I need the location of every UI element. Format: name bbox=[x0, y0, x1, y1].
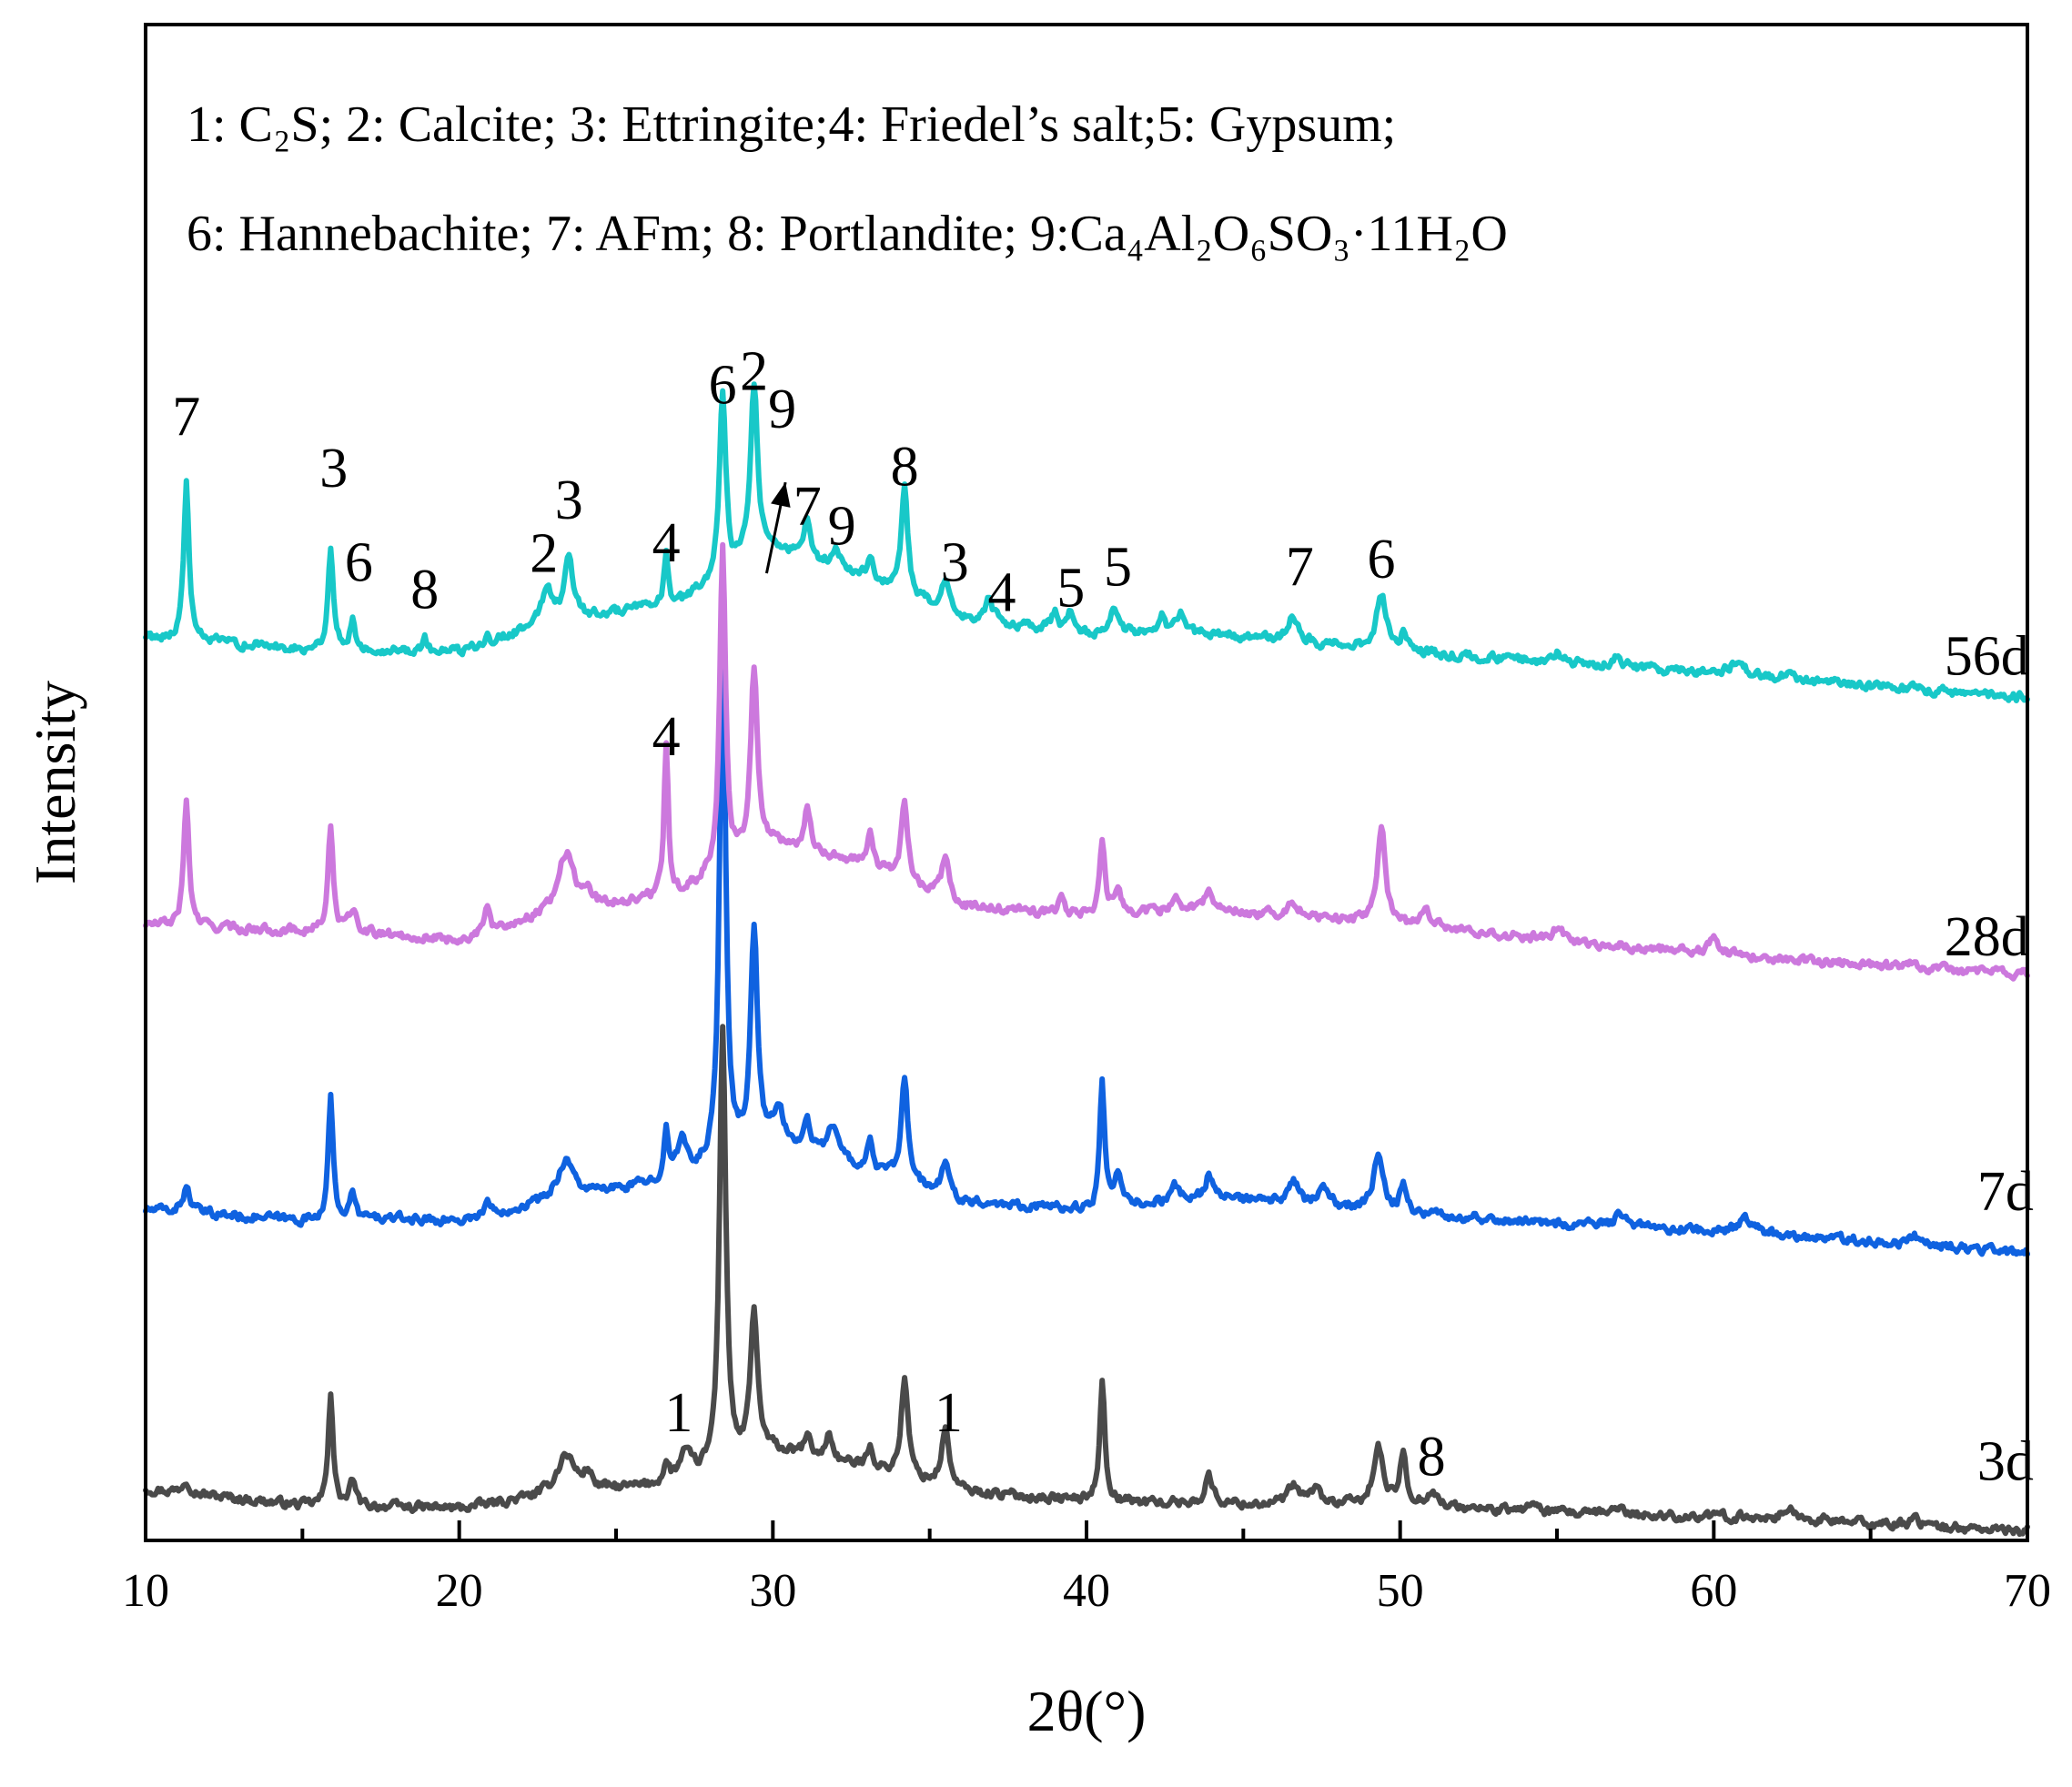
peak-label-6: 6 bbox=[345, 531, 373, 593]
x-tick-label-30: 30 bbox=[749, 1565, 796, 1617]
peak-label-22: 6 bbox=[1367, 529, 1395, 591]
peak-label-12: 2 bbox=[740, 341, 768, 403]
peak-label-5: 3 bbox=[319, 438, 348, 500]
peak-label-13: 9 bbox=[768, 379, 796, 440]
peak-label-11: 6 bbox=[709, 355, 737, 417]
peak-label-8: 2 bbox=[530, 522, 558, 584]
peak-label-3: 4 bbox=[652, 706, 681, 768]
peak-label-15: 9 bbox=[828, 495, 856, 557]
x-tick-label-50: 50 bbox=[1377, 1565, 1424, 1617]
arrow-head bbox=[771, 482, 791, 508]
series-line-3d bbox=[143, 1024, 2030, 1538]
peak-label-19: 5 bbox=[1056, 558, 1085, 620]
peak-label-21: 7 bbox=[1286, 536, 1314, 598]
series-line-7d bbox=[143, 611, 2030, 1257]
x-tick-label-70: 70 bbox=[2004, 1565, 2051, 1617]
peak-label-9: 3 bbox=[555, 469, 583, 531]
series-label-7d: 7d bbox=[1977, 1161, 2034, 1223]
x-axis-ticks: 10 20 30 40 50 60 70 bbox=[122, 1520, 2051, 1617]
peak-label-4: 7 bbox=[172, 386, 200, 448]
peak-label-18: 4 bbox=[987, 562, 1016, 624]
peak-label-2: 8 bbox=[1418, 1426, 1446, 1488]
peak-label-7: 8 bbox=[410, 559, 439, 621]
x-tick-label-20: 20 bbox=[436, 1565, 483, 1617]
legend-line-2: 6: Hannebachite; 7: AFm; 8: Portlandite;… bbox=[187, 206, 1508, 262]
series-label-3d: 3d bbox=[1977, 1430, 2034, 1492]
peak-label-10: 4 bbox=[652, 512, 681, 574]
legend-line-1: 1: C₂S; 2: Calcite; 3: Ettringite;4: Fri… bbox=[187, 96, 1396, 153]
peak-label-20: 5 bbox=[1104, 536, 1132, 598]
annotation-arrow bbox=[764, 481, 791, 574]
series-labels: 3d 7d 28d 56d bbox=[1945, 626, 2034, 1493]
series-layer bbox=[143, 381, 2030, 1538]
series-line-28d bbox=[143, 541, 2030, 982]
x-tick-label-60: 60 bbox=[1690, 1565, 1737, 1617]
peak-label-16: 8 bbox=[891, 436, 919, 498]
series-label-56d: 56d bbox=[1945, 626, 2029, 688]
peak-label-14: 7 bbox=[793, 476, 822, 538]
x-tick-label-40: 40 bbox=[1063, 1565, 1110, 1617]
peak-label-1: 1 bbox=[935, 1382, 963, 1444]
series-label-28d: 28d bbox=[1945, 906, 2029, 968]
y-axis-title: Intensity bbox=[23, 681, 87, 884]
x-axis-title: 2θ(°) bbox=[1027, 1679, 1147, 1743]
peak-label-17: 3 bbox=[941, 531, 969, 593]
series-line-56d bbox=[143, 381, 2030, 703]
x-tick-label-10: 10 bbox=[122, 1565, 169, 1617]
peak-label-0: 1 bbox=[664, 1382, 692, 1444]
